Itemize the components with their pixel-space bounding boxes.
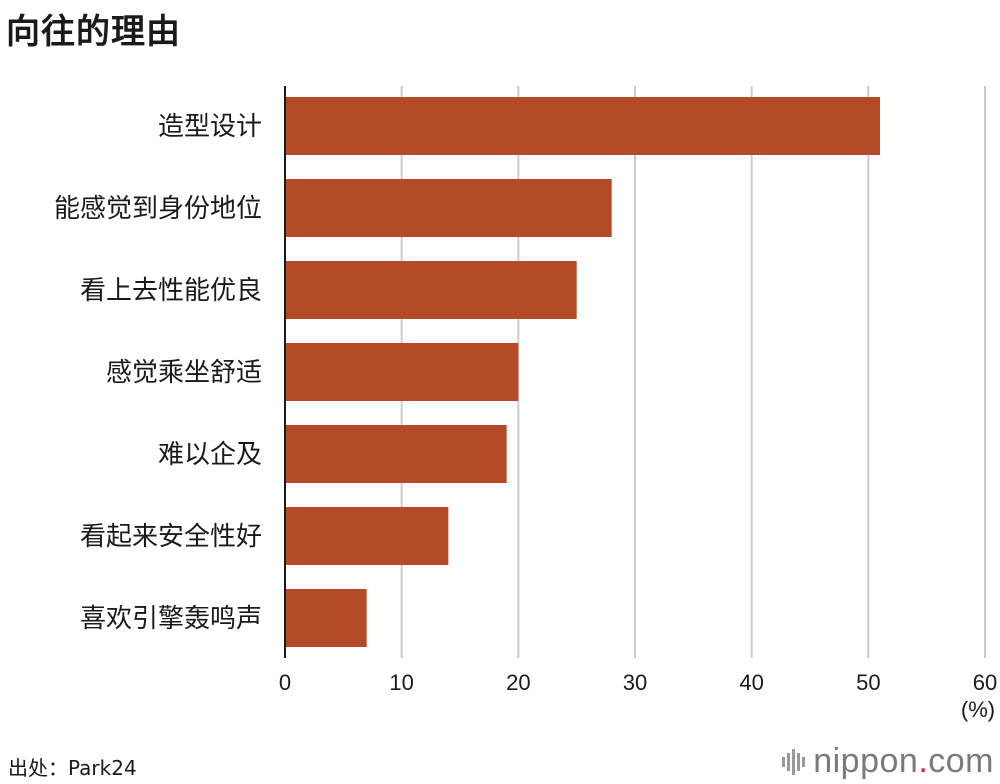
source-note: 出处：Park24 — [8, 756, 137, 780]
brand-name: nippon — [813, 742, 919, 780]
x-tick-label: 10 — [389, 670, 413, 695]
bar — [285, 261, 577, 319]
bar — [285, 589, 367, 647]
category-label: 难以企及 — [158, 440, 262, 470]
x-tick-label: 0 — [279, 670, 291, 695]
bar — [285, 343, 519, 401]
bar — [285, 425, 507, 483]
category-label: 能感觉到身份地位 — [54, 194, 262, 224]
x-axis-unit-label: (%) — [961, 697, 995, 722]
x-tick-label: 30 — [623, 670, 647, 695]
x-tick-labels: 0 10 20 30 40 50 60 — [279, 670, 997, 695]
brand-dot: . — [918, 742, 929, 780]
category-label: 看起来安全性好 — [80, 522, 262, 552]
category-label: 感觉乘坐舒适 — [106, 358, 262, 388]
brand-logo: nippon. com — [782, 742, 994, 781]
category-labels: 造型设计能感觉到身份地位看上去性能优良感觉乘坐舒适难以企及看起来安全性好喜欢引擎… — [54, 112, 262, 634]
x-tick-label: 20 — [506, 670, 530, 695]
signal-bars-icon — [782, 748, 806, 775]
brand-suffix: com — [928, 742, 994, 780]
bar — [285, 507, 449, 565]
chart-title: 向往的理由 — [6, 12, 181, 52]
category-label: 造型设计 — [158, 112, 262, 142]
bars — [285, 97, 880, 647]
x-tick-label: 50 — [856, 670, 880, 695]
bar — [285, 97, 880, 155]
category-label: 喜欢引擎轰鸣声 — [80, 604, 262, 634]
x-tick-label: 40 — [739, 670, 763, 695]
x-tick-label: 60 — [973, 670, 997, 695]
bar — [285, 179, 612, 237]
category-label: 看上去性能优良 — [80, 276, 262, 306]
